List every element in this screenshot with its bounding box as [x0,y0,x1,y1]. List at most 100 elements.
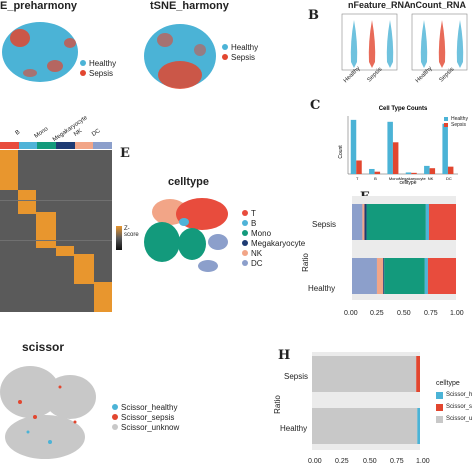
heatmap [0,150,112,312]
scissor-sepsis-dot-icon [112,414,118,420]
f-cat-healthy: Healthy [308,284,336,293]
scissor-legend: Scissor_healthy Scissor_sepsis Scissor_u… [112,402,179,432]
f-bar-healthy-t [427,258,456,294]
t-dot-icon [242,210,248,216]
c-bar-mono-healthy [387,121,393,174]
h-xtick-1: 0.25 [335,458,349,465]
zscore-legend: Z-score [116,226,139,250]
h-cat-sepsis: Sepsis [284,372,309,381]
c-bar-nk-sepsis [429,168,436,174]
healthy-dot-icon [222,44,228,50]
h-legend: celltype Scissor_h Scissor_s Scissor_u [436,380,472,425]
harmony-title: tSNE_harmony [150,0,229,12]
c-legend-healthy: Healthy [451,116,468,122]
celltype-ratio-chart [352,196,456,300]
f-bar-sepsis-dc [352,204,363,240]
c-legend: Healthy Sepsis [444,116,468,128]
c-xtick-nk: NK [428,176,434,181]
violin-plots [341,13,468,71]
h-bar-healthy-scissor_u [312,408,418,444]
c-ylabel: Count [338,145,344,159]
f-ylabel: Ratio [300,253,310,272]
f-xtick-2: 0.50 [397,310,411,317]
h-legend-h: Scissor_h [446,392,473,398]
h-xtick-2: 0.50 [363,458,377,465]
scissor-healthy-dot-icon [112,404,118,410]
h-xtick-4: 1.00 [416,458,430,465]
legend-sepsis: Sepsis [231,52,256,62]
mono-dot-icon [242,230,248,236]
h-ylabel: Ratio [272,395,282,414]
legend-b: B [251,218,257,228]
hdr-mono: Mono [33,126,50,140]
f-bar-healthy-dc [352,258,377,294]
c-bar-dc-healthy [442,123,448,174]
celltype-legend: T B Mono Megakaryocyte NK DC [242,208,305,268]
legend-healthy: Healthy [231,42,259,52]
f-bar-healthy-b [424,258,428,294]
nfeature-title: nFeature_RNA [348,0,411,10]
celltype-title: celltype [168,176,209,188]
mega-dot-icon [242,240,248,246]
ncount-title: nCount_RNA [410,0,466,10]
legend-scissor-sepsis: Scissor_sepsis [121,412,175,422]
c-xtick-dc: DC [446,176,452,181]
heatmap-header [0,142,113,149]
f-xtick-0: 0.00 [344,310,358,317]
harmony-legend: Healthy Sepsis [222,42,258,62]
c-bar-dc-sepsis [447,166,454,174]
c-bar-b-sepsis [374,171,381,174]
c-bar-t-sepsis [356,160,362,174]
harmony-scatter [144,24,216,89]
h-bar-sepsis-scissor_u [312,356,417,392]
violin-0 [350,20,358,68]
zscore-title: Z-score [124,226,139,238]
f-bar-sepsis-b [425,204,429,240]
f-xtick-4: 1.00 [450,310,464,317]
preharmony-legend: Healthy Sepsis [80,58,116,78]
c-title: Cell Type Counts [379,106,428,112]
h-legend-s: Scissor_s [446,404,473,410]
legend-t: T [251,208,256,218]
c-bar-t-healthy [350,119,357,174]
scissor-s-swatch-icon [436,403,443,411]
heatmap-header-labels: B Mono Megakaryocyte NK DC [0,115,112,143]
violin-5 [456,20,464,68]
violin-3 [420,20,428,68]
legend-mega: Megakaryocyte [251,238,306,248]
sepsis-swatch-icon [444,123,448,127]
h-legend-title: celltype [436,380,460,387]
c-bar-megakaryocyte-healthy [405,172,412,174]
c-xtick-t: T [356,176,359,181]
c-bar-nk-healthy [424,165,430,174]
f-cat-sepsis: Sepsis [312,220,337,229]
scissor-h-swatch-icon [436,391,443,399]
c-legend-sepsis: Sepsis [451,122,467,128]
f-xticks: 0.00 0.25 0.50 0.75 1.00 [344,310,472,320]
panel-c-label: C [310,98,321,113]
hdr-b: B [14,129,22,137]
preharmony-scatter [2,22,78,82]
h-xtick-3: 0.75 [390,458,404,465]
hdr-mega: Megakaryocyte [51,114,89,144]
scissor-u-swatch-icon [436,415,443,423]
scissor-unknow-dot-icon [112,424,118,430]
c-xtick-megakaryocyte: Megakaryocyte [399,176,427,181]
cell-type-counts-chart: Cell Type Counts Count celltype T B Mono Me… [338,106,458,186]
scissor-ratio-chart [312,352,420,450]
legend-mono: Mono [251,228,272,238]
healthy-dot-icon [80,60,86,66]
c-xtick-b: B [374,176,377,181]
scissor-scatter [0,366,96,459]
hdr-dc: DC [91,128,102,138]
h-legend-u: Scissor_u [446,416,473,422]
violin-2 [386,20,394,68]
f-bar-sepsis-mono [366,204,426,240]
panel-b-label: B [308,8,319,23]
f-bar-sepsis-megakaryocyte [364,204,367,240]
violin-4 [438,20,446,68]
legend-scissor-unknow: Scissor_unknow [121,422,180,432]
dc-dot-icon [242,260,248,266]
f-bar-healthy-mono [384,258,425,294]
legend-scissor-healthy: Scissor_healthy [121,402,178,412]
